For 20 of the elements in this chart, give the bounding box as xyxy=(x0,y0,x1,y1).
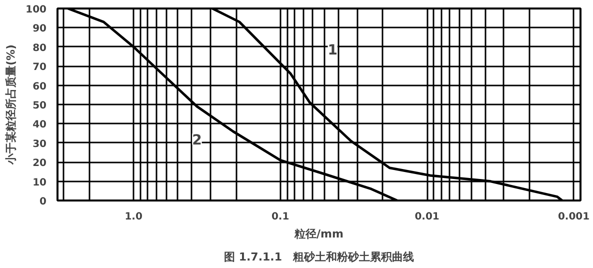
y-tick-label: 70 xyxy=(32,62,47,74)
y-axis-title: 小于某粒径所占质量(%) xyxy=(4,44,18,166)
annotation: 2 xyxy=(192,132,202,149)
annotation: 1 xyxy=(328,42,338,58)
y-tick-label: 80 xyxy=(32,42,47,54)
y-tick-label: 20 xyxy=(32,158,47,170)
x-axis-title: 粒径/mm xyxy=(294,228,344,240)
y-tick-label: 50 xyxy=(32,100,47,112)
y-tick-label: 60 xyxy=(32,81,47,92)
x-tick-label: 1.0 xyxy=(124,212,142,222)
text: 图 1.7.1.1 粗砂土和粉砂土累积曲线 xyxy=(224,250,414,264)
y-tick-label: 0 xyxy=(40,196,47,208)
x-tick-label: 0.01 xyxy=(414,212,440,222)
x-tick-label: 0.1 xyxy=(271,212,290,222)
y-tick-label: 10 xyxy=(32,177,47,188)
y-tick-label: 100 xyxy=(26,4,47,16)
y-tick-label: 90 xyxy=(32,24,47,35)
y-tick-label: 40 xyxy=(32,120,47,131)
y-tick-label: 30 xyxy=(32,138,47,150)
x-tick-label: 0.001 xyxy=(558,212,590,222)
